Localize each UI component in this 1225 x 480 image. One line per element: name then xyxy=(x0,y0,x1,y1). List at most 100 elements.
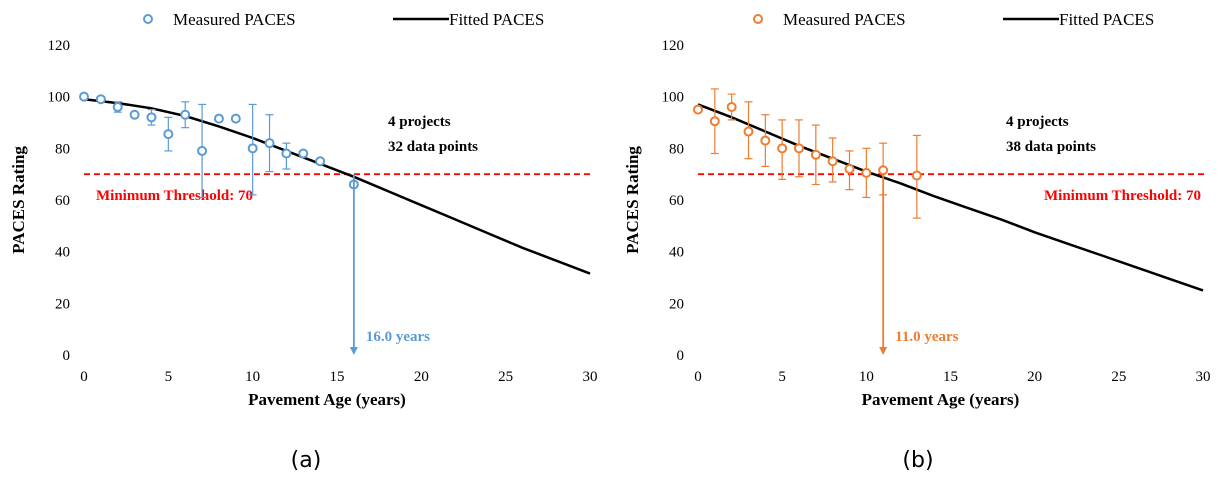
legend-fitted-label: Fitted PACES xyxy=(449,10,544,29)
threshold-label: Minimum Threshold: 70 xyxy=(96,188,253,204)
measured-point xyxy=(861,167,872,178)
measured-point-group xyxy=(146,108,157,126)
measured-point xyxy=(197,145,208,156)
measured-point-group xyxy=(298,148,309,159)
x-axis-title: Pavement Age (years) xyxy=(862,390,1020,409)
legend: Measured PACES Fitted PACES xyxy=(753,10,1154,29)
measured-point xyxy=(95,94,106,105)
y-tick-label: 20 xyxy=(55,296,70,312)
legend-measured-marker xyxy=(753,14,763,24)
measured-point xyxy=(213,113,224,124)
panel-a-caption: (a) xyxy=(290,448,322,473)
measured-point-group xyxy=(844,150,855,191)
fitted-curve xyxy=(83,98,591,275)
measured-point-group xyxy=(760,114,771,168)
measured-point xyxy=(709,116,720,127)
annotation-text: 38 data points xyxy=(1006,139,1096,155)
measured-point-group xyxy=(281,142,292,170)
x-tick-label: 5 xyxy=(778,369,786,385)
x-tick-label: 30 xyxy=(1196,369,1211,385)
x-tick-label: 25 xyxy=(498,369,513,385)
measured-point xyxy=(112,102,123,112)
measured-point-group xyxy=(743,101,754,160)
chart-panel-a: 0 20 40 60 80 100 120 0 5 10 15 20 25 30 Pavement Age … xyxy=(0,0,612,480)
chart-panel-b: 0 20 40 60 80 100 120 0 5 10 15 20 25 30 Pavement Age … xyxy=(612,0,1224,480)
measured-point-group xyxy=(777,119,788,180)
x-tick-label: 10 xyxy=(245,369,260,385)
y-tick-label: 40 xyxy=(55,245,70,261)
measured-point-group xyxy=(693,104,703,115)
y-tick-label: 100 xyxy=(48,90,71,106)
measured-point xyxy=(726,102,737,112)
measured-point-group xyxy=(861,147,872,199)
y-tick-label: 80 xyxy=(55,141,70,157)
y-tick-label: 80 xyxy=(669,141,684,157)
service-life-label: 11.0 years xyxy=(895,329,958,345)
measured-point-group xyxy=(726,93,737,121)
measured-point-group xyxy=(827,137,838,183)
legend-measured-label: Measured PACES xyxy=(173,10,296,29)
x-axis-title: Pavement Age (years) xyxy=(248,390,406,409)
measured-point xyxy=(794,143,804,154)
measured-point xyxy=(827,156,838,167)
measured-point xyxy=(315,156,326,167)
measured-point xyxy=(129,109,140,120)
measured-point-group xyxy=(264,114,275,173)
x-tick-label: 20 xyxy=(414,369,429,385)
x-tick-label: 30 xyxy=(583,369,598,385)
x-tick-label: 0 xyxy=(80,369,88,385)
measured-point xyxy=(844,164,855,174)
measured-point xyxy=(146,112,157,123)
measured-point xyxy=(79,91,89,102)
x-tick-label: 20 xyxy=(1027,369,1042,385)
measured-point xyxy=(760,135,771,146)
y-tick-label: 60 xyxy=(55,193,70,209)
y-tick-label: 120 xyxy=(48,38,71,54)
measured-point-group xyxy=(709,88,720,155)
annotation-text: 4 projects xyxy=(388,114,451,130)
measured-point xyxy=(810,149,821,160)
annotation-text: 4 projects xyxy=(1006,114,1069,130)
y-tick-label: 120 xyxy=(662,38,685,54)
measured-point xyxy=(230,113,241,124)
legend-fitted-label: Fitted PACES xyxy=(1059,10,1154,29)
service-life-arrowhead xyxy=(349,347,358,355)
x-tick-label: 15 xyxy=(943,369,958,385)
measured-point-group xyxy=(112,101,123,113)
x-tick-label: 0 xyxy=(694,369,702,385)
measured-point xyxy=(180,109,191,120)
y-tick-label: 20 xyxy=(669,296,684,312)
measured-point-group xyxy=(230,113,241,124)
legend: Measured PACES Fitted PACES xyxy=(143,10,544,29)
measured-point xyxy=(878,165,889,176)
y-tick-label: 0 xyxy=(677,348,685,364)
measured-point-group xyxy=(79,91,89,102)
y-axis-title: PACES Rating xyxy=(9,146,28,254)
y-tick-label: 0 xyxy=(63,348,71,364)
x-tick-label: 15 xyxy=(330,369,345,385)
measured-point xyxy=(264,138,275,149)
panel-b-caption: (b) xyxy=(902,448,934,473)
measured-point xyxy=(777,143,788,154)
measured-point xyxy=(298,148,309,159)
x-tick-label: 10 xyxy=(859,369,874,385)
measured-point-group xyxy=(213,113,224,124)
measured-point-group xyxy=(163,116,174,152)
annotation-text: 32 data points xyxy=(388,139,478,155)
measured-point xyxy=(743,126,754,137)
chart-a-svg: 0 20 40 60 80 100 120 0 5 10 15 20 25 30 Pavement Age … xyxy=(9,10,598,409)
measured-point-group xyxy=(95,94,106,105)
y-tick-label: 60 xyxy=(669,193,684,209)
chart-b-svg: 0 20 40 60 80 100 120 0 5 10 15 20 25 30 Pavement Age … xyxy=(623,10,1211,409)
measured-point-group xyxy=(794,119,804,178)
measured-point-group xyxy=(315,156,326,167)
y-axis-title: PACES Rating xyxy=(623,146,642,254)
measured-point-group xyxy=(911,134,922,219)
measured-point-group xyxy=(180,101,191,129)
threshold-label: Minimum Threshold: 70 xyxy=(1044,188,1201,204)
measured-point-group xyxy=(129,109,140,120)
x-tick-label: 5 xyxy=(165,369,173,385)
measured-point xyxy=(281,148,292,159)
y-tick-label: 40 xyxy=(669,245,684,261)
measured-point xyxy=(247,143,258,154)
